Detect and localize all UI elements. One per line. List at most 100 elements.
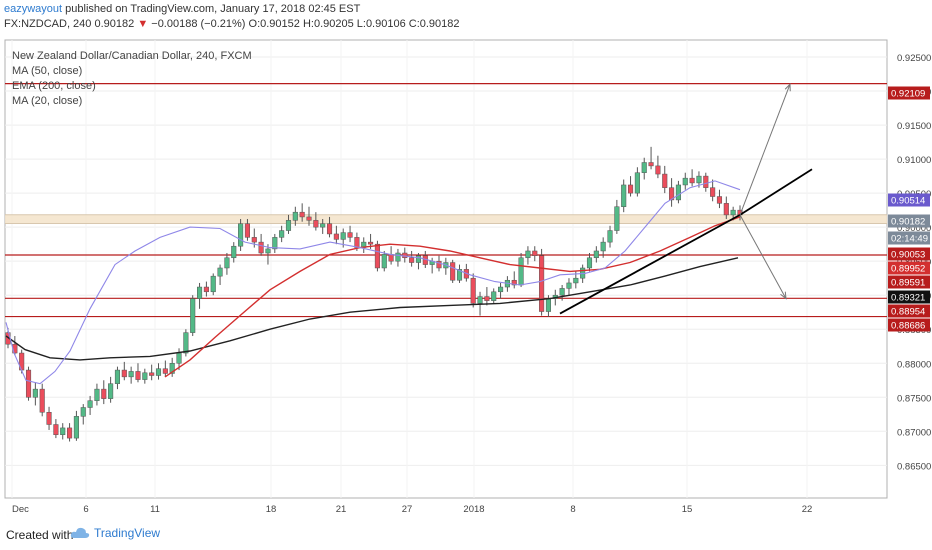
price-label-box — [888, 304, 930, 318]
candle-body — [142, 372, 148, 380]
y-tick-label: 0.91000 — [897, 155, 931, 166]
price-label-box — [888, 290, 930, 304]
candle-body — [716, 196, 723, 204]
candle-body — [648, 162, 654, 167]
candle-body — [238, 223, 244, 247]
price-label-box — [888, 231, 930, 245]
legend-ma50: MA (50, close) — [12, 65, 83, 77]
candle-body — [306, 216, 312, 221]
candle-body — [593, 250, 599, 259]
candle-body — [655, 165, 661, 175]
candle-body — [368, 241, 374, 245]
candle-body — [340, 232, 346, 240]
x-tick-label: 11 — [150, 504, 160, 515]
candle-body — [347, 232, 353, 238]
candle-body — [149, 372, 155, 376]
candle-body — [641, 162, 647, 173]
candle-body — [484, 296, 490, 301]
candle-body — [703, 175, 709, 188]
price-chart[interactable]: 0.925000.920000.915000.910000.905000.900… — [0, 0, 932, 520]
candle-body — [696, 175, 702, 184]
candle-body — [80, 407, 86, 417]
candle-body — [155, 368, 162, 376]
tradingview-logo[interactable]: TradingView — [70, 526, 160, 540]
candle-body — [203, 286, 209, 293]
cloud-icon — [70, 527, 90, 538]
symbol-text: FX:NZDCAD, 240 — [4, 18, 92, 30]
candle-body — [32, 388, 38, 398]
legend-ma20: MA (20, close) — [12, 95, 83, 107]
candle-body — [183, 332, 189, 354]
candles — [5, 146, 743, 442]
x-tick-label: 22 — [802, 504, 813, 515]
candle-body — [470, 277, 476, 304]
x-tick-label: Dec — [12, 504, 29, 515]
x-tick-label: 8 — [570, 504, 575, 515]
candle-body — [627, 184, 634, 194]
trendline — [559, 214, 741, 315]
created-with-text: Created with — [6, 528, 74, 542]
legend-ema200: EMA (200, close) — [12, 80, 96, 92]
candle-body — [101, 388, 107, 399]
price-labels: 0.92109 0.90514 0.90182 02:14:49 0.90053 0.89… — [888, 86, 930, 332]
published-text: published on TradingView.com, January 17… — [65, 3, 361, 15]
x-tick-label: 6 — [83, 504, 88, 515]
price-label: 0.89591 — [891, 278, 925, 289]
support-zone — [5, 214, 887, 225]
candle-body — [210, 275, 216, 293]
y-tick-label: 0.90000 — [897, 223, 931, 234]
candle-body — [114, 369, 121, 384]
price-label-box — [888, 318, 930, 332]
tradingview-label: TradingView — [94, 526, 161, 540]
candle-body — [518, 257, 524, 286]
candle-body — [197, 286, 203, 299]
candle-body — [231, 245, 237, 259]
candle-body — [415, 255, 422, 263]
candle-body — [682, 177, 688, 186]
candle-body — [511, 279, 517, 286]
candle-body — [498, 286, 504, 293]
candle-body — [169, 363, 175, 374]
candle-body — [313, 220, 319, 228]
candle-body — [354, 237, 360, 248]
candle-body — [292, 211, 298, 221]
drawings — [559, 83, 813, 315]
candle-body — [176, 352, 182, 364]
candle-body — [258, 241, 264, 254]
x-tick-label: 15 — [682, 504, 693, 515]
candle-body — [614, 206, 620, 231]
candle-body — [320, 223, 326, 228]
price-label: 0.90053 — [891, 250, 925, 261]
candle-body — [60, 427, 66, 435]
price-label: 0.88954 — [891, 307, 925, 318]
price-label: 0.88686 — [891, 321, 925, 332]
x-tick-label: 21 — [336, 504, 347, 515]
author-link[interactable]: eazywayout — [4, 3, 63, 15]
candle-body — [723, 203, 729, 216]
ohlc-values: O:0.90152 H:0.90205 L:0.90106 C:0.90182 — [248, 18, 460, 30]
candle-body — [525, 250, 531, 259]
candle-body — [573, 277, 579, 284]
price-label: 0.92109 — [891, 89, 925, 100]
candle-body — [634, 172, 640, 194]
candle-body — [73, 416, 79, 439]
candle-body — [662, 173, 668, 188]
support-zone-band — [5, 214, 887, 224]
candle-body — [388, 254, 394, 262]
candle-body — [333, 233, 339, 240]
candle-body — [436, 260, 442, 269]
candle-body — [299, 211, 305, 218]
x-tick-label: 27 — [402, 504, 413, 515]
price-label-box — [888, 275, 930, 289]
y-tick-label: 0.87500 — [897, 393, 931, 404]
candle-body — [559, 288, 565, 296]
candle-body — [491, 291, 497, 301]
candle-body — [621, 184, 627, 207]
candle-body — [67, 427, 73, 439]
trendline — [739, 168, 813, 216]
price-label: 0.89321 — [891, 293, 925, 304]
publisher-line: eazywayout published on TradingView.com,… — [4, 3, 360, 15]
projection-arrowhead — [784, 83, 791, 92]
price-label: 0.89952 — [891, 264, 925, 275]
ema200-line — [5, 257, 739, 361]
